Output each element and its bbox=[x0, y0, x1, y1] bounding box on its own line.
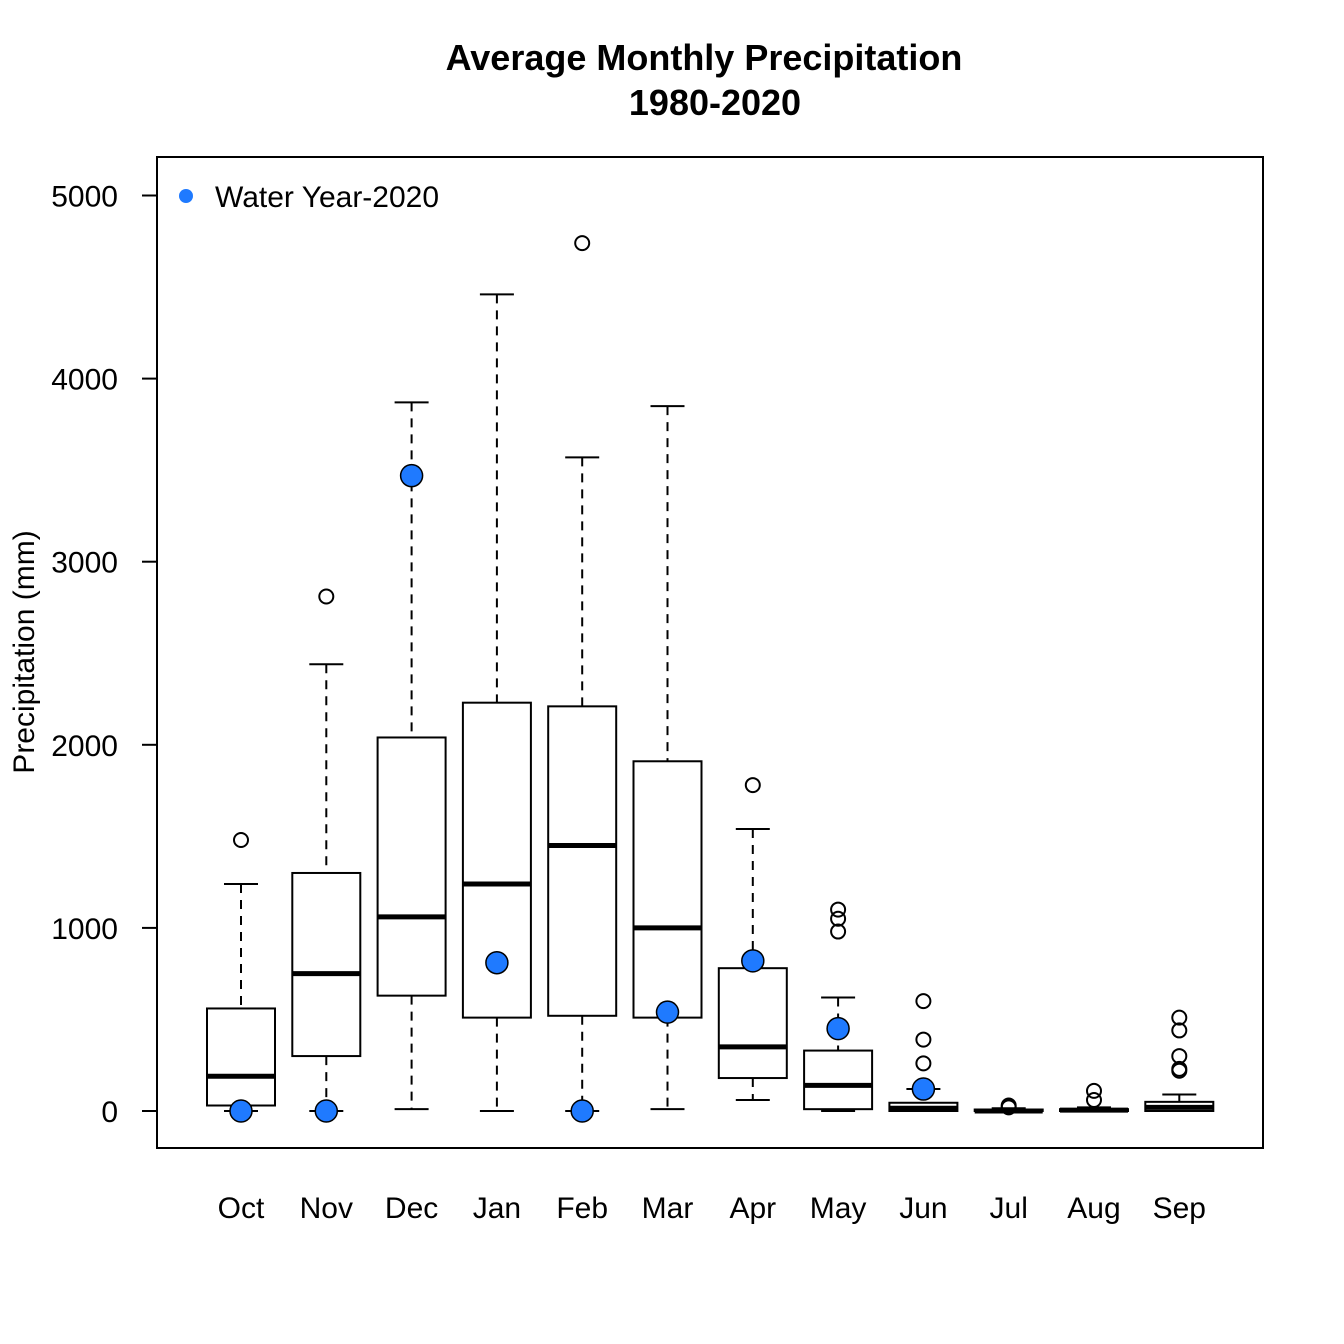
x-tick-label: Jul bbox=[990, 1192, 1028, 1225]
outlier-point bbox=[915, 1055, 932, 1072]
water-year-point bbox=[314, 1099, 339, 1123]
water-year-point bbox=[570, 1099, 594, 1123]
outlier-point bbox=[744, 777, 761, 794]
water-year-point bbox=[911, 1077, 936, 1101]
outlier-point bbox=[574, 235, 591, 252]
x-tick-label: May bbox=[810, 1192, 867, 1225]
water-year-point bbox=[399, 463, 424, 488]
outlier-point bbox=[1171, 1009, 1188, 1026]
box-jul bbox=[973, 1097, 1044, 1116]
box-iqr bbox=[717, 967, 788, 1080]
box-jan bbox=[461, 293, 532, 1112]
water-year-point bbox=[485, 950, 509, 975]
box-feb bbox=[547, 235, 618, 1112]
x-tick-label: Aug bbox=[1067, 1192, 1120, 1225]
water-year-point bbox=[826, 1016, 850, 1041]
box-iqr bbox=[206, 1007, 276, 1107]
box-iqr bbox=[803, 1049, 874, 1111]
box-dec bbox=[376, 401, 447, 1111]
outlier-point bbox=[1171, 1022, 1188, 1039]
box-oct bbox=[206, 832, 276, 1112]
legend: Water Year-2020 bbox=[179, 181, 439, 214]
y-tick-label: 1000 bbox=[51, 913, 118, 946]
box-aug bbox=[1059, 1082, 1129, 1113]
x-tick-label: Apr bbox=[729, 1192, 776, 1225]
x-tick-label: Jan bbox=[473, 1192, 521, 1225]
y-axis: 0 1000 2000 3000 4000 5000 bbox=[51, 181, 158, 1129]
box-apr bbox=[717, 777, 788, 1102]
box-sep bbox=[1144, 1009, 1215, 1112]
water-year-point bbox=[655, 1000, 680, 1024]
box-iqr bbox=[547, 705, 618, 1017]
outlier-point bbox=[1171, 1060, 1188, 1077]
box-iqr bbox=[376, 736, 447, 997]
outlier-point bbox=[830, 910, 847, 927]
y-tick-label: 3000 bbox=[51, 547, 118, 580]
outlier-point bbox=[233, 832, 249, 849]
box-iqr bbox=[632, 760, 703, 1019]
outlier-point bbox=[1086, 1082, 1102, 1099]
y-tick-label: 0 bbox=[101, 1096, 118, 1129]
outlier-point bbox=[1171, 1048, 1188, 1065]
y-tick-label: 2000 bbox=[51, 730, 118, 763]
x-tick-label: Dec bbox=[385, 1192, 438, 1225]
box-jun bbox=[888, 993, 959, 1112]
box-mar bbox=[632, 405, 703, 1111]
box-may bbox=[803, 901, 874, 1112]
box-iqr bbox=[291, 871, 362, 1058]
y-tick-label: 4000 bbox=[51, 364, 118, 397]
outlier-point bbox=[915, 993, 932, 1010]
outlier-point bbox=[915, 1031, 932, 1048]
y-axis-label: Precipitation (mm) bbox=[8, 530, 41, 773]
outlier-point bbox=[1086, 1092, 1102, 1109]
outlier-point bbox=[1000, 1097, 1017, 1114]
x-axis: Oct Nov Dec Jan Feb Mar Apr May Jun Jul Aug Sep bbox=[218, 1192, 1206, 1225]
x-tick-label: Nov bbox=[300, 1192, 353, 1225]
x-tick-label: Mar bbox=[642, 1192, 694, 1225]
legend-marker bbox=[179, 189, 193, 203]
water-year-points bbox=[229, 463, 936, 1123]
box-nov bbox=[291, 588, 362, 1112]
outlier-point bbox=[318, 588, 335, 605]
outlier-point bbox=[830, 923, 847, 940]
chart-subtitle: 1980-2020 bbox=[629, 82, 801, 123]
x-tick-label: Oct bbox=[218, 1192, 265, 1225]
chart-title: Average Monthly Precipitation bbox=[446, 37, 963, 78]
x-tick-label: Jun bbox=[899, 1192, 947, 1225]
x-tick-label: Sep bbox=[1153, 1192, 1206, 1225]
x-tick-label: Feb bbox=[556, 1192, 608, 1225]
box-series bbox=[206, 235, 1215, 1116]
legend-label: Water Year-2020 bbox=[215, 181, 439, 214]
outlier-point bbox=[830, 901, 847, 918]
water-year-point bbox=[229, 1099, 253, 1123]
y-tick-label: 5000 bbox=[51, 181, 118, 214]
water-year-point bbox=[741, 949, 765, 973]
